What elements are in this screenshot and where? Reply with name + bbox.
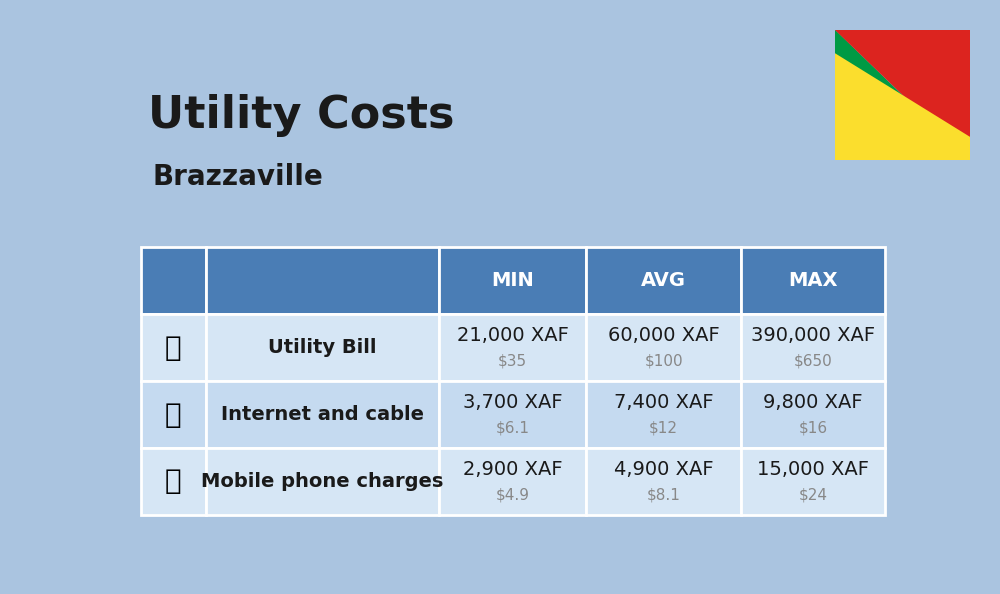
Text: 390,000 XAF: 390,000 XAF xyxy=(751,326,875,345)
FancyBboxPatch shape xyxy=(741,247,885,314)
Text: $4.9: $4.9 xyxy=(496,488,530,503)
FancyBboxPatch shape xyxy=(741,448,885,515)
Text: MIN: MIN xyxy=(491,271,534,290)
Text: Utility Bill: Utility Bill xyxy=(268,338,377,357)
Text: AVG: AVG xyxy=(641,271,686,290)
Text: Internet and cable: Internet and cable xyxy=(221,405,424,424)
FancyBboxPatch shape xyxy=(741,314,885,381)
Text: $16: $16 xyxy=(798,421,827,436)
FancyBboxPatch shape xyxy=(140,381,206,448)
Text: 📶: 📶 xyxy=(165,400,182,429)
FancyBboxPatch shape xyxy=(206,448,439,515)
Text: 3,700 XAF: 3,700 XAF xyxy=(463,393,562,412)
Text: 7,400 XAF: 7,400 XAF xyxy=(614,393,713,412)
Text: MAX: MAX xyxy=(788,271,838,290)
Text: 4,900 XAF: 4,900 XAF xyxy=(614,460,713,479)
Text: 2,900 XAF: 2,900 XAF xyxy=(463,460,562,479)
FancyBboxPatch shape xyxy=(439,247,586,314)
FancyBboxPatch shape xyxy=(586,314,741,381)
Text: 21,000 XAF: 21,000 XAF xyxy=(457,326,568,345)
Text: 📱: 📱 xyxy=(165,467,182,495)
Text: 60,000 XAF: 60,000 XAF xyxy=(608,326,720,345)
FancyBboxPatch shape xyxy=(586,381,741,448)
FancyBboxPatch shape xyxy=(439,448,586,515)
Text: Mobile phone charges: Mobile phone charges xyxy=(201,472,444,491)
FancyBboxPatch shape xyxy=(586,448,741,515)
Text: $12: $12 xyxy=(649,421,678,436)
Text: $8.1: $8.1 xyxy=(647,488,681,503)
Text: Utility Costs: Utility Costs xyxy=(148,94,455,137)
Polygon shape xyxy=(835,53,970,160)
Text: 🧰: 🧰 xyxy=(165,334,182,362)
FancyBboxPatch shape xyxy=(206,381,439,448)
Polygon shape xyxy=(835,30,970,160)
Text: $100: $100 xyxy=(644,354,683,369)
Text: Brazzaville: Brazzaville xyxy=(152,163,323,191)
Text: 15,000 XAF: 15,000 XAF xyxy=(757,460,869,479)
FancyBboxPatch shape xyxy=(741,381,885,448)
FancyBboxPatch shape xyxy=(140,448,206,515)
FancyBboxPatch shape xyxy=(206,314,439,381)
Text: $24: $24 xyxy=(798,488,827,503)
FancyBboxPatch shape xyxy=(206,247,439,314)
Text: $6.1: $6.1 xyxy=(496,421,530,436)
FancyBboxPatch shape xyxy=(439,381,586,448)
FancyBboxPatch shape xyxy=(439,314,586,381)
Text: $650: $650 xyxy=(793,354,832,369)
FancyBboxPatch shape xyxy=(140,314,206,381)
Polygon shape xyxy=(835,30,970,160)
FancyBboxPatch shape xyxy=(140,247,206,314)
Text: 9,800 XAF: 9,800 XAF xyxy=(763,393,863,412)
FancyBboxPatch shape xyxy=(586,247,741,314)
Text: $35: $35 xyxy=(498,354,527,369)
